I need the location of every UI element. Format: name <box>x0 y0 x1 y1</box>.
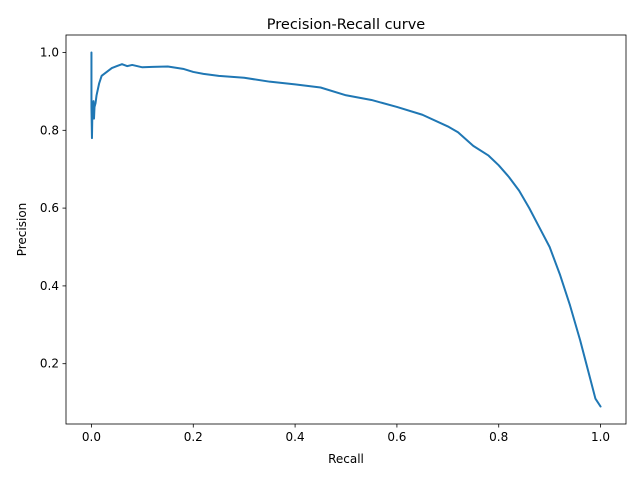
y-tick-label: 1.0 <box>40 46 59 60</box>
precision-recall-line <box>90 51 602 408</box>
chart-title: Precision-Recall curve <box>267 17 426 33</box>
x-tick-label: 0.8 <box>489 430 508 444</box>
axes-background <box>66 35 626 424</box>
y-tick-label: 0.4 <box>40 279 59 293</box>
x-tick-label: 0.0 <box>82 430 101 444</box>
y-tick-label: 0.8 <box>40 123 59 137</box>
x-tick-label: 0.4 <box>286 430 305 444</box>
y-axis-ticks: 0.2 0.4 0.6 0.8 1.0 <box>40 46 66 371</box>
y-tick-label: 0.6 <box>40 201 59 215</box>
x-tick-label: 0.6 <box>387 430 406 444</box>
x-tick-label: 1.0 <box>591 430 610 444</box>
y-tick-label: 0.2 <box>40 357 59 371</box>
x-axis-label: Recall <box>328 452 364 466</box>
x-tick-label: 0.2 <box>184 430 203 444</box>
axes-frame <box>65 34 627 425</box>
x-axis-ticks: 0.0 0.2 0.4 0.6 0.8 1.0 <box>82 424 610 444</box>
plot-area <box>65 34 627 425</box>
y-axis-label: Precision <box>15 203 29 257</box>
